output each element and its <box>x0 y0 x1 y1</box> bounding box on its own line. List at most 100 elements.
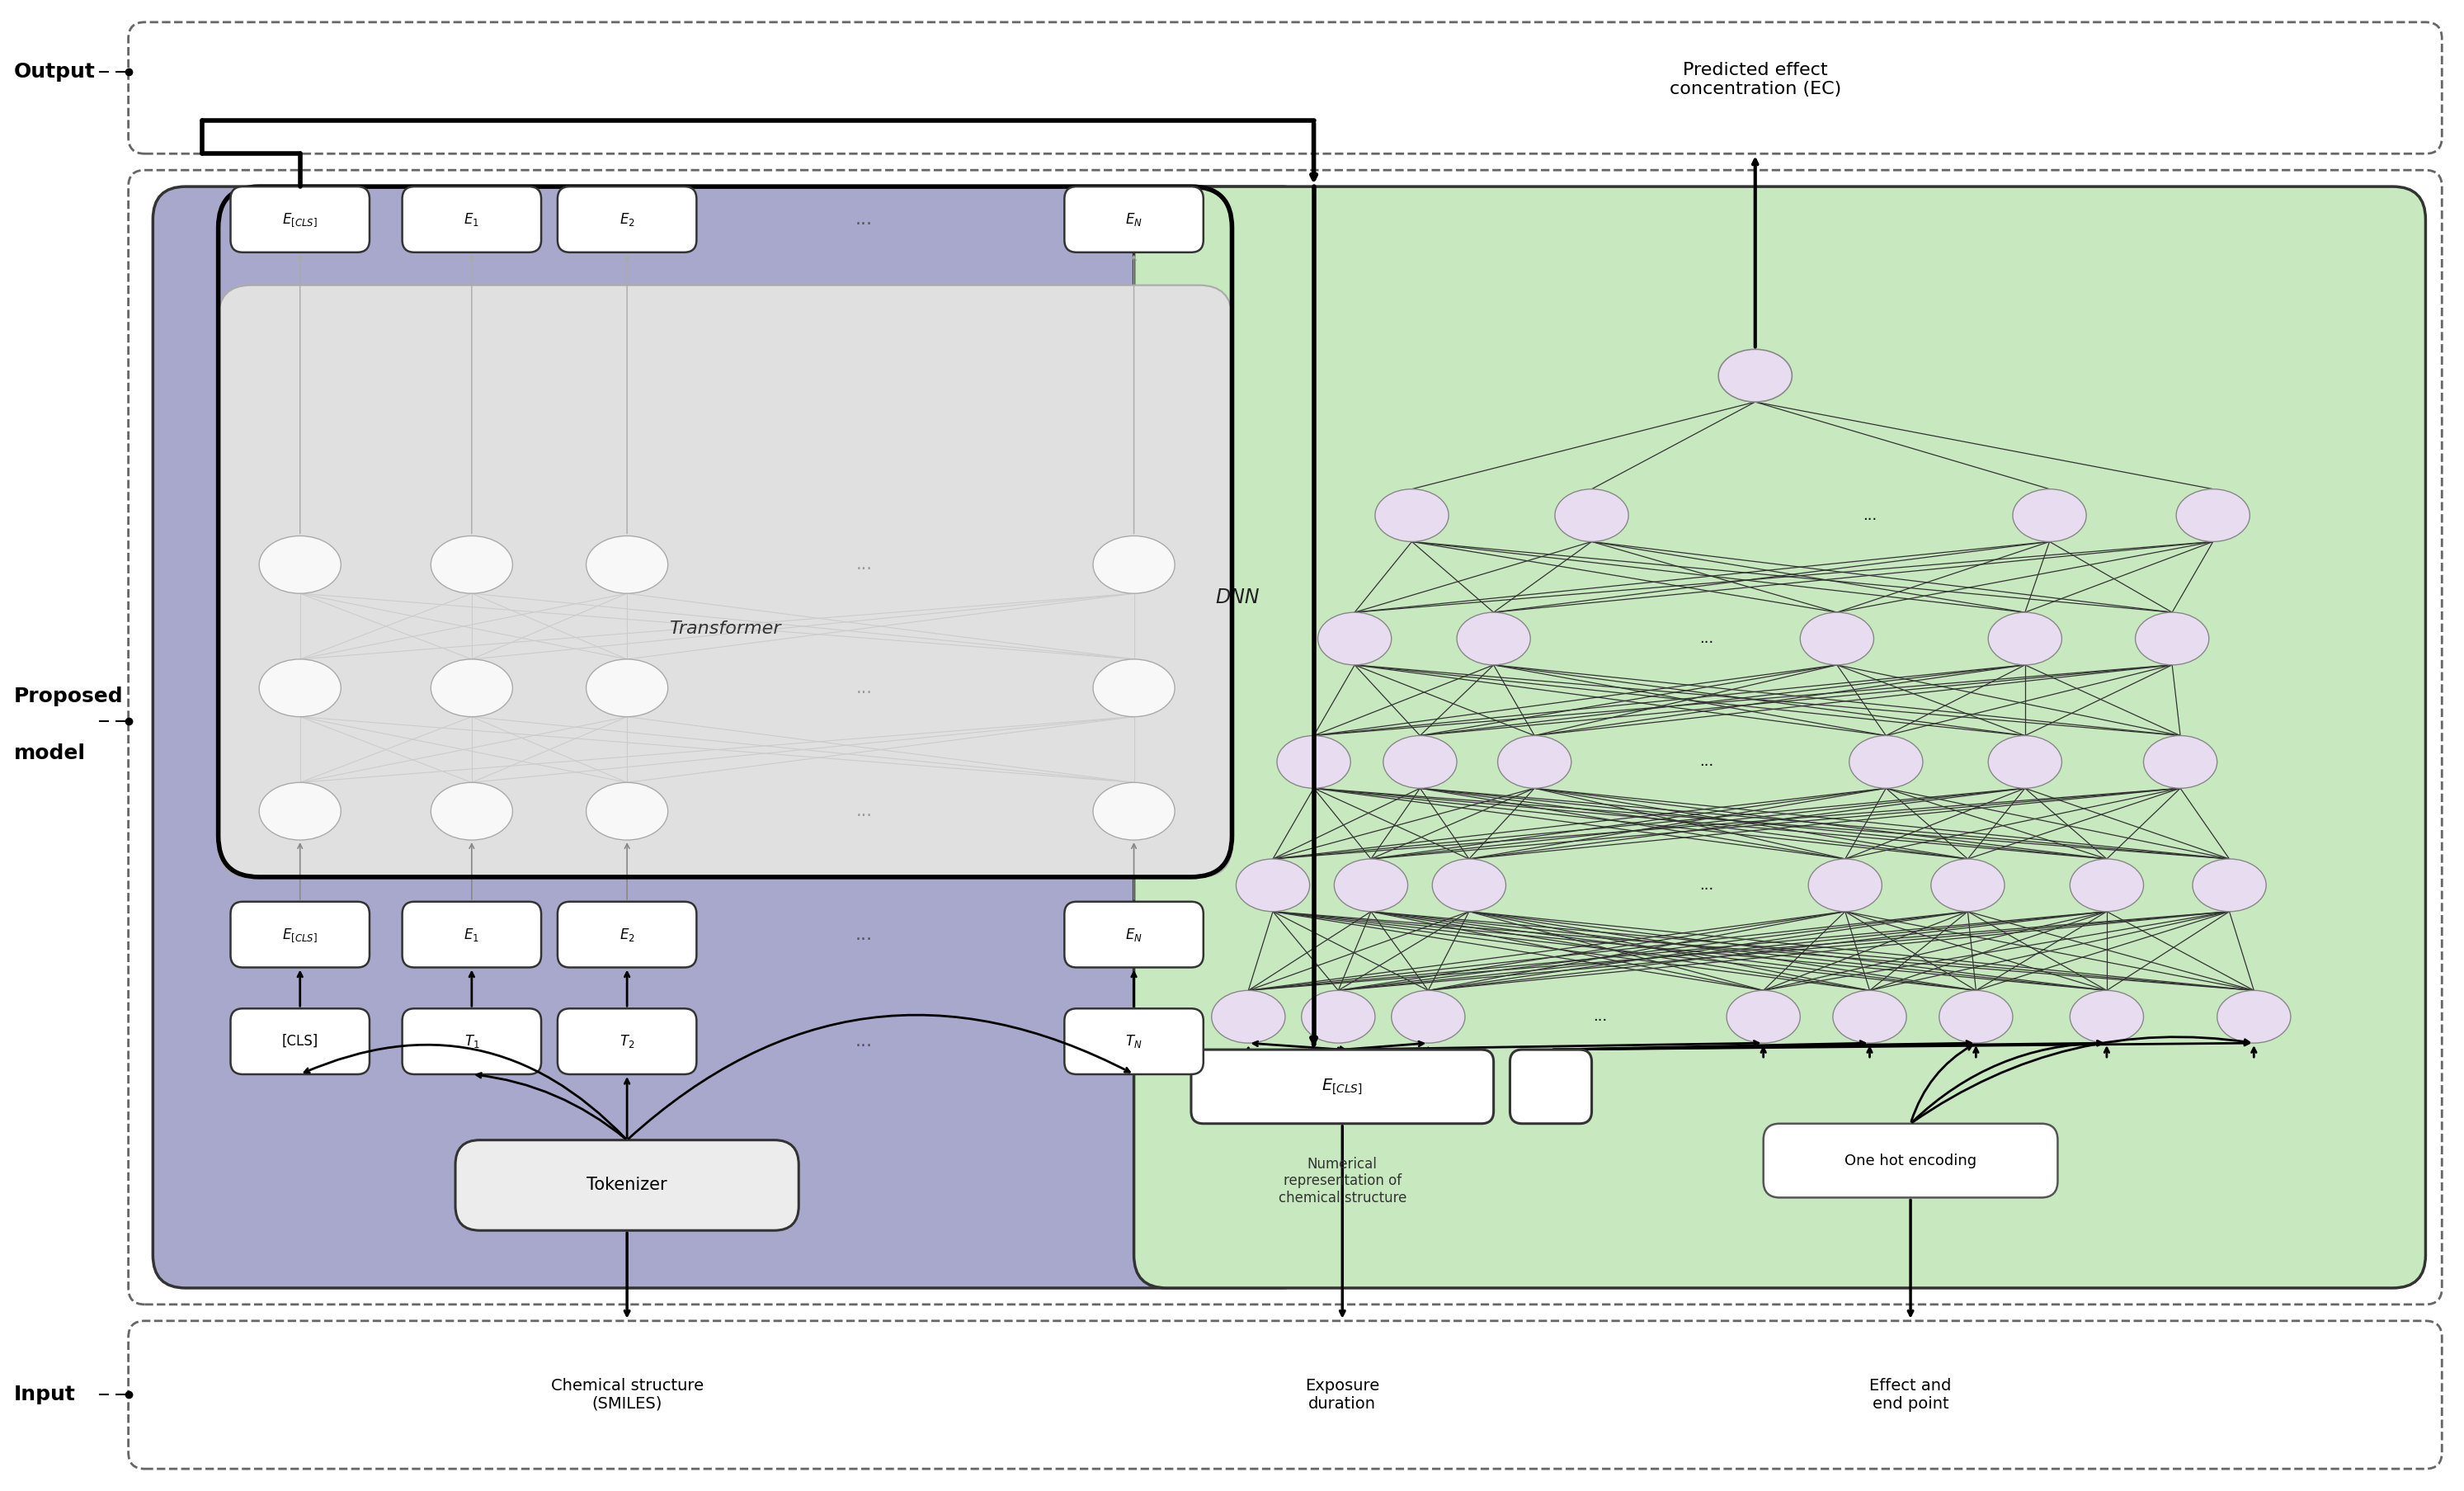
FancyBboxPatch shape <box>128 1321 2442 1469</box>
Text: $E_{[CLS]}$: $E_{[CLS]}$ <box>1321 1077 1363 1096</box>
Ellipse shape <box>1301 990 1375 1044</box>
Ellipse shape <box>2218 990 2292 1044</box>
Ellipse shape <box>586 659 668 717</box>
Text: model: model <box>15 744 86 763</box>
Text: $T_2$: $T_2$ <box>618 1033 636 1050</box>
Text: Input: Input <box>15 1385 76 1405</box>
Ellipse shape <box>1833 990 1907 1044</box>
Text: Exposure
duration: Exposure duration <box>1306 1378 1380 1412</box>
Ellipse shape <box>1717 349 1791 403</box>
Text: ...: ... <box>855 556 872 573</box>
Ellipse shape <box>1212 990 1286 1044</box>
Ellipse shape <box>1498 735 1572 789</box>
Text: $T_N$: $T_N$ <box>1126 1033 1143 1050</box>
Text: $E_{[CLS]}$: $E_{[CLS]}$ <box>283 212 318 228</box>
Ellipse shape <box>431 783 513 839</box>
Ellipse shape <box>259 659 340 717</box>
FancyBboxPatch shape <box>153 186 1313 1288</box>
Ellipse shape <box>1555 489 1629 541</box>
Ellipse shape <box>2013 489 2087 541</box>
Ellipse shape <box>1432 859 1506 911</box>
FancyBboxPatch shape <box>456 1141 798 1230</box>
Text: ...: ... <box>1863 508 1878 523</box>
FancyBboxPatch shape <box>128 170 2442 1305</box>
Ellipse shape <box>1094 659 1175 717</box>
FancyBboxPatch shape <box>1064 1008 1202 1075</box>
Ellipse shape <box>2144 735 2218 789</box>
Ellipse shape <box>1392 990 1466 1044</box>
FancyBboxPatch shape <box>557 186 697 252</box>
Ellipse shape <box>1932 859 2006 911</box>
Ellipse shape <box>1988 613 2062 665</box>
Text: $E_1$: $E_1$ <box>463 212 480 228</box>
Ellipse shape <box>586 535 668 593</box>
Ellipse shape <box>2070 990 2144 1044</box>
FancyBboxPatch shape <box>1764 1124 2057 1197</box>
FancyBboxPatch shape <box>1510 1050 1592 1124</box>
Text: ...: ... <box>1700 631 1712 646</box>
FancyBboxPatch shape <box>402 902 542 968</box>
Ellipse shape <box>1094 535 1175 593</box>
FancyBboxPatch shape <box>402 186 542 252</box>
Ellipse shape <box>1237 859 1311 911</box>
Ellipse shape <box>1382 735 1456 789</box>
Ellipse shape <box>2136 613 2208 665</box>
Ellipse shape <box>1848 735 1922 789</box>
FancyBboxPatch shape <box>557 1008 697 1075</box>
Text: Transformer: Transformer <box>670 620 781 637</box>
FancyBboxPatch shape <box>128 22 2442 154</box>
Text: ...: ... <box>1592 1009 1607 1024</box>
Ellipse shape <box>2193 859 2267 911</box>
Ellipse shape <box>1456 613 1530 665</box>
Ellipse shape <box>1939 990 2013 1044</box>
Text: ...: ... <box>855 804 872 820</box>
Text: Proposed: Proposed <box>15 686 123 707</box>
Ellipse shape <box>1276 735 1350 789</box>
FancyBboxPatch shape <box>402 1008 542 1075</box>
Text: ...: ... <box>855 680 872 696</box>
FancyBboxPatch shape <box>219 285 1232 877</box>
Ellipse shape <box>431 535 513 593</box>
Ellipse shape <box>1375 489 1449 541</box>
Ellipse shape <box>1094 783 1175 839</box>
FancyBboxPatch shape <box>1064 902 1202 968</box>
Text: Output: Output <box>15 61 96 82</box>
Text: Numerical
representation of
chemical structure: Numerical representation of chemical str… <box>1279 1157 1407 1206</box>
Text: ...: ... <box>855 1033 872 1050</box>
FancyBboxPatch shape <box>1190 1050 1493 1124</box>
Ellipse shape <box>2176 489 2250 541</box>
Ellipse shape <box>586 783 668 839</box>
FancyBboxPatch shape <box>557 902 697 968</box>
Ellipse shape <box>1727 990 1801 1044</box>
Ellipse shape <box>1333 859 1407 911</box>
Ellipse shape <box>2070 859 2144 911</box>
Text: $E_N$: $E_N$ <box>1126 212 1143 228</box>
Text: $E_1$: $E_1$ <box>463 926 480 942</box>
Ellipse shape <box>431 659 513 717</box>
FancyBboxPatch shape <box>232 902 370 968</box>
Text: Chemical structure
(SMILES): Chemical structure (SMILES) <box>549 1378 702 1412</box>
Text: DNN: DNN <box>1215 587 1259 607</box>
Text: Effect and
end point: Effect and end point <box>1870 1378 1951 1412</box>
Text: $T_1$: $T_1$ <box>463 1033 480 1050</box>
Text: One hot encoding: One hot encoding <box>1846 1153 1976 1167</box>
Text: $E_2$: $E_2$ <box>618 926 636 942</box>
FancyBboxPatch shape <box>1133 186 2425 1288</box>
Ellipse shape <box>1318 613 1392 665</box>
Text: Tokenizer: Tokenizer <box>586 1176 668 1193</box>
Text: [CLS]: [CLS] <box>281 1033 318 1048</box>
Ellipse shape <box>1809 859 1882 911</box>
Text: ...: ... <box>1700 754 1712 769</box>
FancyBboxPatch shape <box>232 186 370 252</box>
FancyBboxPatch shape <box>1064 186 1202 252</box>
Ellipse shape <box>1801 613 1873 665</box>
Text: $E_2$: $E_2$ <box>618 212 636 228</box>
Text: $E_N$: $E_N$ <box>1126 926 1143 942</box>
Text: ...: ... <box>855 212 872 228</box>
FancyBboxPatch shape <box>232 1008 370 1075</box>
Ellipse shape <box>1988 735 2062 789</box>
Ellipse shape <box>259 535 340 593</box>
Ellipse shape <box>259 783 340 839</box>
Text: ...: ... <box>855 926 872 942</box>
Text: ...: ... <box>1700 878 1712 893</box>
